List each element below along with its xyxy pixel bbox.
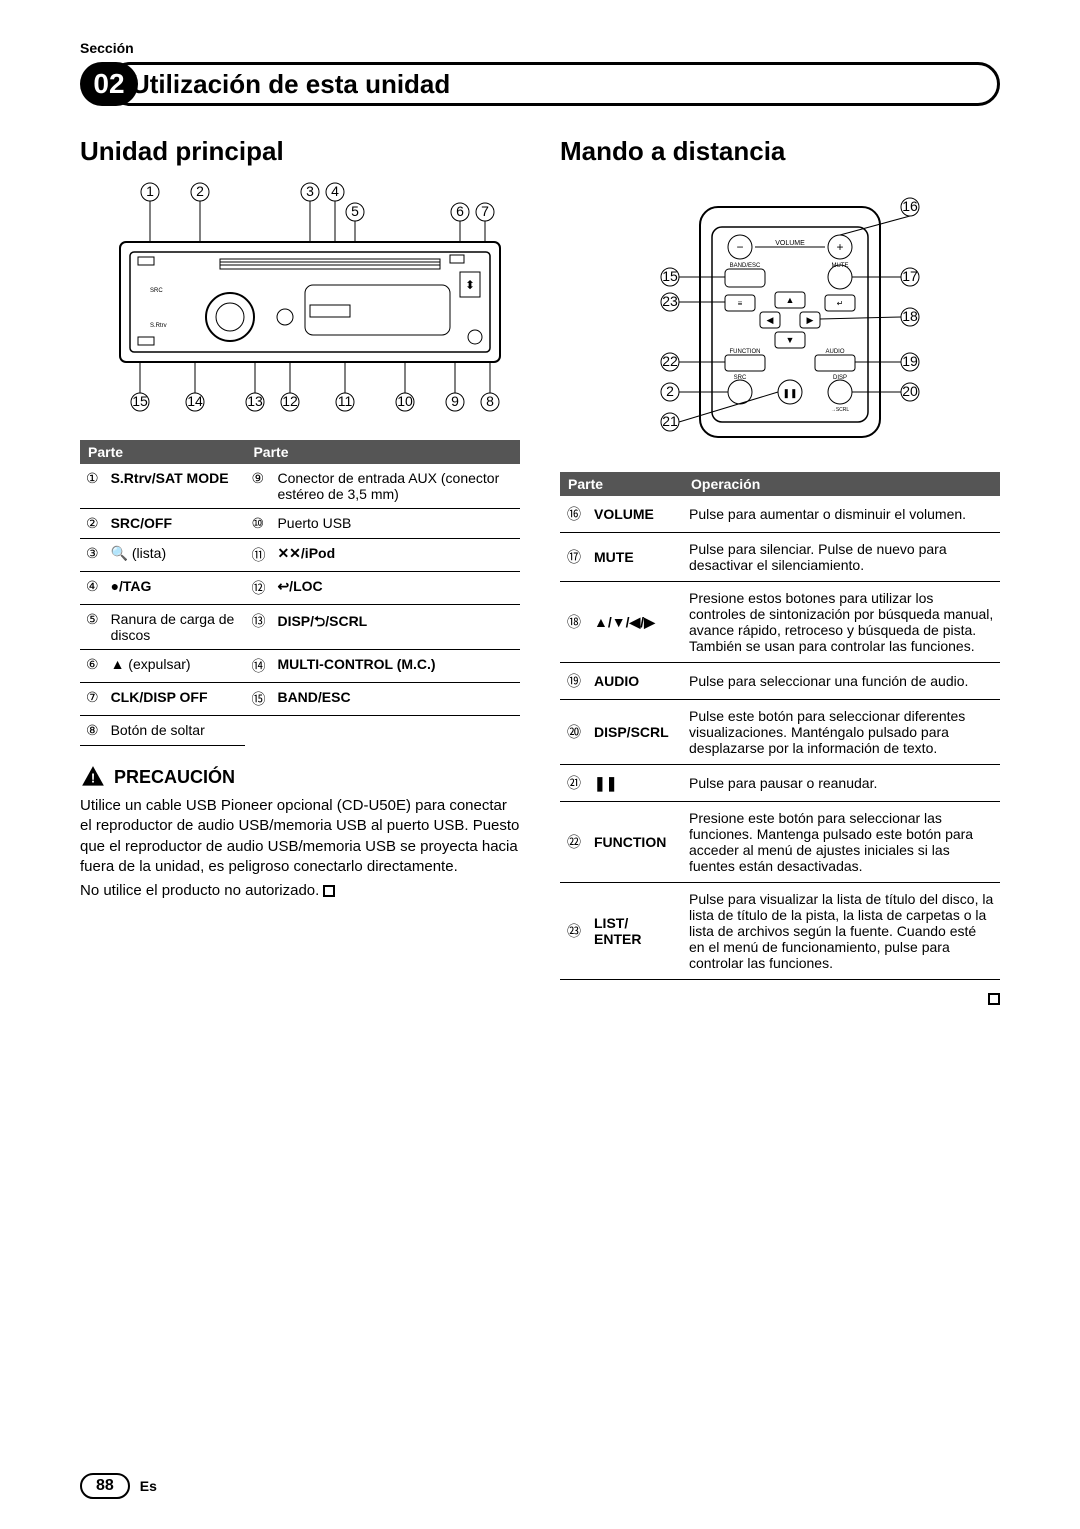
- svg-text:BAND/ESC: BAND/ESC: [730, 263, 761, 269]
- language-code: Es: [140, 1478, 157, 1494]
- table-row: ①S.Rtrv/SAT MODE⑨Conector de entrada AUX…: [80, 464, 520, 509]
- svg-text:6: 6: [456, 203, 464, 219]
- page-footer: 88 Es: [80, 1473, 157, 1499]
- right-column: Mando a distancia − VOLUME + BAND/ESC MU…: [560, 136, 1000, 1008]
- svg-text:17: 17: [902, 268, 918, 284]
- svg-text:❚❚: ❚❚: [782, 388, 797, 399]
- svg-text:2: 2: [196, 183, 204, 199]
- svg-text:2: 2: [666, 383, 674, 399]
- table-row: ④●/TAG⑫↩/LOC: [80, 572, 520, 605]
- svg-text:VOLUME: VOLUME: [775, 240, 805, 247]
- svg-text:▼: ▼: [786, 335, 795, 345]
- svg-text:▲: ▲: [786, 295, 795, 305]
- table-row: ⑯VOLUMEPulse para aumentar o disminuir e…: [560, 496, 1000, 533]
- section-end-mark: [560, 990, 1000, 1008]
- svg-text:SRC: SRC: [734, 375, 747, 381]
- svg-text:19: 19: [902, 353, 918, 369]
- svg-text:7: 7: [481, 203, 489, 219]
- svg-text:DISP: DISP: [833, 375, 847, 381]
- svg-text:23: 23: [662, 293, 678, 309]
- chapter-number: 02: [80, 62, 138, 106]
- svg-text:FUNCTION: FUNCTION: [730, 349, 761, 355]
- parts-table: Parte Parte ①S.Rtrv/SAT MODE⑨Conector de…: [80, 440, 520, 746]
- table-row: ㉓LIST/ ENTERPulse para visualizar la lis…: [560, 883, 1000, 980]
- svg-text:SRC: SRC: [150, 288, 163, 294]
- end-mark-icon: [323, 885, 335, 897]
- page-number: 88: [80, 1473, 130, 1499]
- svg-text:14: 14: [187, 393, 203, 409]
- caution-note: No utilice el producto no autorizado.: [80, 882, 319, 899]
- end-mark-icon: [988, 993, 1000, 1005]
- svg-text:+: +: [836, 240, 843, 254]
- svg-text:3: 3: [306, 183, 314, 199]
- table-row: ⑦CLK/DISP OFF⑮BAND/ESC: [80, 683, 520, 716]
- table-row: ③🔍 (lista)⑪✕✕/iPod: [80, 539, 520, 572]
- remote-diagram: − VOLUME + BAND/ESC MUTE ≡ ↵ ▲ ◀ ▶: [560, 177, 1000, 472]
- chapter-title-wrap: Utilización de esta unidad: [108, 62, 1000, 106]
- chapter-bar: 02 Utilización de esta unidad: [80, 62, 1000, 106]
- operations-table: Parte Operación ⑯VOLUMEPulse para aument…: [560, 472, 1000, 980]
- svg-text:AUDIO: AUDIO: [825, 349, 844, 355]
- table-row: ②SRC/OFF⑩Puerto USB: [80, 509, 520, 539]
- svg-text:1: 1: [146, 183, 154, 199]
- svg-text:15: 15: [662, 268, 678, 284]
- svg-text:15: 15: [132, 393, 148, 409]
- svg-text:8: 8: [486, 393, 494, 409]
- table-row: ⑤Ranura de carga de discos⑬DISP/⮌/SCRL: [80, 605, 520, 650]
- main-unit-diagram: 1 2 3 4 5 6 7: [80, 177, 520, 432]
- svg-text:13: 13: [247, 393, 263, 409]
- svg-text:10: 10: [397, 393, 413, 409]
- svg-text:4: 4: [331, 183, 339, 199]
- svg-text:12: 12: [282, 393, 298, 409]
- table-row: ⑥▲ (expulsar)⑭MULTI-CONTROL (M.C.): [80, 650, 520, 683]
- table-row: ⑱▲/▼/◀/▶Presione estos botones para util…: [560, 582, 1000, 663]
- section-label: Sección: [80, 40, 1000, 56]
- caution-heading: ! PRECAUCIÓN: [80, 764, 520, 790]
- main-unit-heading: Unidad principal: [80, 136, 520, 167]
- svg-text:−: −: [736, 240, 743, 254]
- caution-title: PRECAUCIÓN: [114, 767, 235, 788]
- table-row: ⑰MUTEPulse para silenciar. Pulse de nuev…: [560, 533, 1000, 582]
- svg-text:18: 18: [902, 308, 918, 324]
- svg-text:11: 11: [338, 393, 353, 409]
- caution-body: Utilice un cable USB Pioneer opcional (C…: [80, 796, 520, 877]
- svg-text:21: 21: [662, 413, 678, 429]
- remote-heading: Mando a distancia: [560, 136, 1000, 167]
- svg-text:!: !: [91, 770, 95, 785]
- svg-text:MUTE: MUTE: [832, 263, 849, 269]
- ops-th-operation: Operación: [683, 472, 1000, 496]
- svg-text:▶: ▶: [807, 315, 814, 325]
- svg-text:S.Rtrv: S.Rtrv: [150, 323, 167, 329]
- svg-text:9: 9: [451, 393, 459, 409]
- table-row: ⑧Botón de soltar: [80, 716, 520, 746]
- table-row: ㉒FUNCTIONPresione este botón para selecc…: [560, 802, 1000, 883]
- svg-text:→SCRL: →SCRL: [831, 407, 850, 413]
- table-row: ㉑❚❚Pulse para pausar o reanudar.: [560, 765, 1000, 802]
- caution-note-line: No utilice el producto no autorizado.: [80, 881, 520, 901]
- left-column: Unidad principal 1 2 3 4 5 6 7: [80, 136, 520, 1008]
- svg-text:◀: ◀: [767, 315, 774, 325]
- svg-text:20: 20: [902, 383, 918, 399]
- parte-header-right: Parte: [245, 440, 520, 464]
- parte-header-left: Parte: [80, 440, 245, 464]
- warning-icon: !: [80, 764, 106, 790]
- svg-text:22: 22: [662, 353, 678, 369]
- table-row: ⑲AUDIOPulse para seleccionar una función…: [560, 663, 1000, 700]
- svg-text:≡: ≡: [738, 299, 743, 308]
- ops-th-part: Parte: [560, 472, 683, 496]
- svg-text:⬍: ⬍: [465, 278, 475, 292]
- svg-text:5: 5: [351, 203, 359, 219]
- svg-text:↵: ↵: [837, 299, 844, 308]
- chapter-title: Utilización de esta unidad: [131, 69, 450, 100]
- svg-text:16: 16: [902, 198, 918, 214]
- table-row: ⑳DISP/SCRLPulse este botón para seleccio…: [560, 700, 1000, 765]
